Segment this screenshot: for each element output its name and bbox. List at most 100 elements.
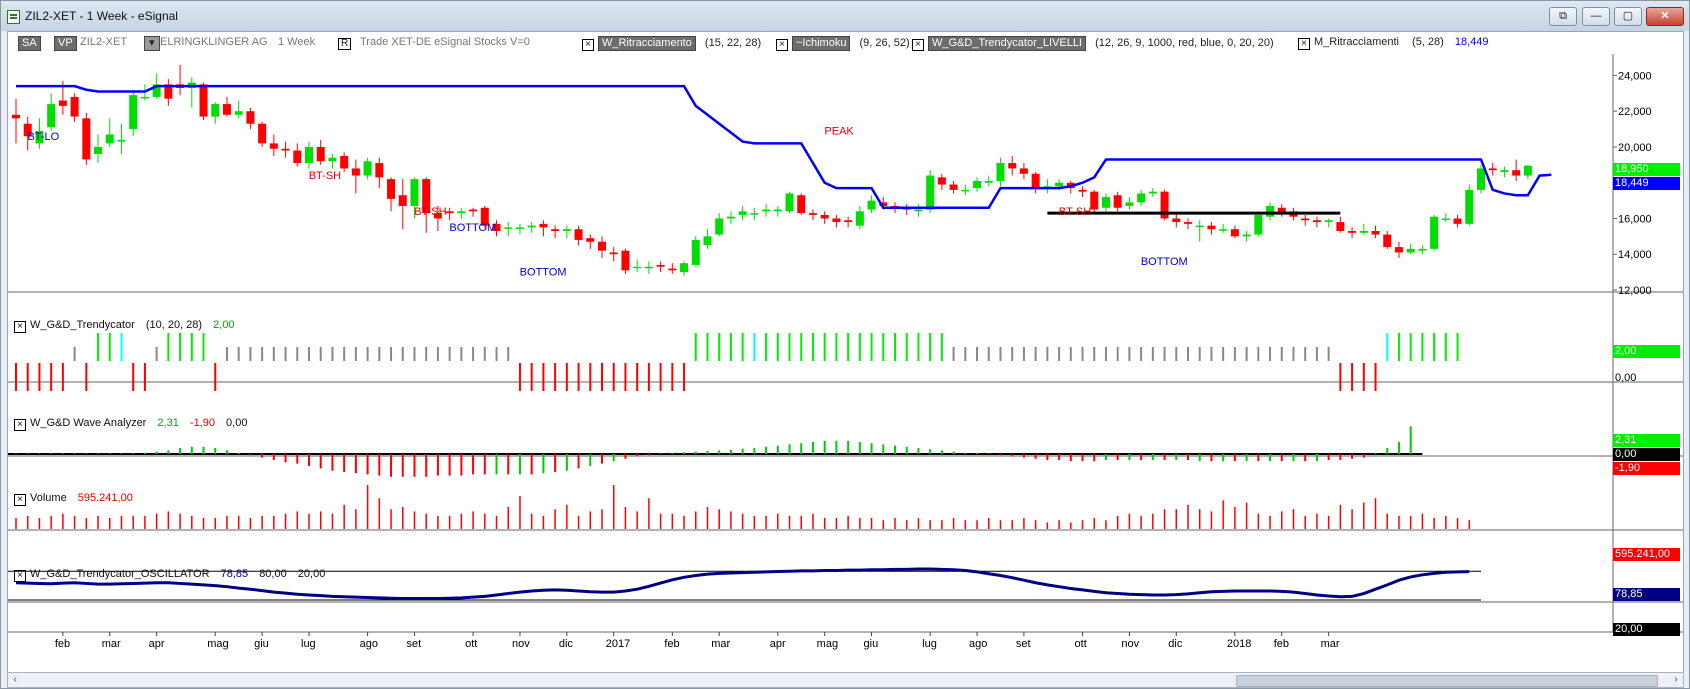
candle-body xyxy=(715,218,724,235)
wave-badge-top: 2,31 xyxy=(1613,434,1680,447)
study-close-icon[interactable]: × xyxy=(912,39,924,51)
candle-body xyxy=(656,264,665,267)
candle-body xyxy=(691,239,700,265)
chart-canvas[interactable]: 24,00022,00020,00018,00016,00014,00012,0… xyxy=(8,32,1683,672)
candle-body xyxy=(1230,229,1239,237)
candle-body xyxy=(1137,193,1146,203)
vp-button[interactable]: VP xyxy=(54,36,77,51)
study-params: (9, 26, 52) xyxy=(859,37,910,49)
candle-body xyxy=(1195,225,1204,228)
candle-body xyxy=(539,223,548,228)
study-name[interactable]: M_Ritracciamenti xyxy=(1314,36,1399,48)
candle-body xyxy=(1078,189,1087,192)
candle-body xyxy=(598,241,606,251)
candle-body xyxy=(1301,218,1310,221)
candle-body xyxy=(1383,234,1392,248)
candle-body xyxy=(445,211,454,214)
oscillator-name: W_G&D_Trendycator_OSCILLATOR xyxy=(30,568,210,580)
candle-body xyxy=(410,179,419,206)
panel-close-icon[interactable]: × xyxy=(14,494,26,506)
candle-body xyxy=(1488,168,1497,171)
candle-body xyxy=(1465,189,1474,224)
candle-body xyxy=(82,118,91,160)
candle-body xyxy=(1453,218,1462,224)
maximize-button[interactable]: ▢ xyxy=(1614,7,1642,26)
oscillator-badge: 78,85 xyxy=(1613,588,1680,601)
chart-area[interactable]: SA VP ZIL2-XET ▾ ELRINGKLINGER AG 1 Week… xyxy=(7,31,1684,673)
candle-body xyxy=(1406,248,1415,253)
pattern-annotation: BT-SH xyxy=(1059,206,1091,218)
oscillator-line xyxy=(8,567,1481,601)
company-name: ELRINGKLINGER AG xyxy=(160,36,268,48)
study-params: (15, 22, 28) xyxy=(704,37,762,49)
panel-close-icon[interactable]: × xyxy=(14,419,26,431)
trendycator-legend[interactable]: × W_G&D_Trendycator (10, 20, 28) 2,00 xyxy=(14,319,235,333)
volume-legend[interactable]: × Volume 595.241,00 xyxy=(14,492,133,506)
wave-value-2: -1,90 xyxy=(189,417,215,429)
study-close-icon[interactable]: × xyxy=(776,39,788,51)
candle-body xyxy=(1055,182,1064,187)
scroll-thumb[interactable] xyxy=(1236,675,1658,687)
pattern-annotation: BOTTOM xyxy=(1141,256,1188,268)
wave-name: W_G&D Wave Analyzer xyxy=(30,417,147,429)
time-tick-label: lug xyxy=(922,638,937,650)
title-bar[interactable]: ZIL2-XET - 1 Week - eSignal ⧉ — ▢ ✕ xyxy=(1,1,1689,31)
candle-body xyxy=(398,195,407,206)
wave-legend[interactable]: × W_G&D Wave Analyzer 2,31 -1,90 0,00 xyxy=(14,417,247,431)
candle-body xyxy=(832,218,841,223)
candle-body xyxy=(1113,195,1122,208)
candle-body xyxy=(668,268,677,271)
trendycator-bars xyxy=(15,333,1459,391)
candle-body xyxy=(996,163,1005,181)
candle-body xyxy=(551,229,560,231)
time-axis: feb mar apr mag giu lug ago set ott nov dic 2017 feb… xyxy=(55,632,1340,650)
candle-body xyxy=(1430,216,1439,249)
horizontal-scrollbar[interactable]: ‹ › xyxy=(7,672,1684,688)
candle-body xyxy=(926,175,935,210)
interval-label[interactable]: 1 Week xyxy=(278,36,316,48)
candle-body xyxy=(269,143,278,149)
study-name[interactable]: W_G&D_Trendycator_LIVELLI xyxy=(928,36,1086,51)
study-name[interactable]: W_Ritracciamento xyxy=(598,36,696,51)
data-source-info: Trade XET-DE eSignal Stocks V=0 xyxy=(360,36,530,48)
chart-annotations: BT-LOBT-SHBT-SHBOTTOMBOTTOMPEAKBT-SHBOTT… xyxy=(27,125,1187,278)
candle-body xyxy=(961,189,970,192)
panel-close-icon[interactable]: × xyxy=(14,570,26,582)
candle-body xyxy=(328,157,337,162)
scroll-right-icon[interactable]: › xyxy=(1674,674,1678,685)
scroll-left-icon[interactable]: ‹ xyxy=(13,674,17,685)
line-value-badge: 18,449 xyxy=(1613,177,1680,190)
study-params: (5, 28) xyxy=(1412,36,1444,48)
price-tick-label: 22,000 xyxy=(1618,106,1652,118)
panel-close-icon[interactable]: × xyxy=(14,321,26,333)
sa-button[interactable]: SA xyxy=(18,36,41,51)
wave-value-3: 0,00 xyxy=(226,417,248,429)
candle-body xyxy=(387,179,396,199)
restore-down-button[interactable]: ⧉ xyxy=(1549,7,1577,26)
candle-body xyxy=(1394,247,1403,253)
candle-body xyxy=(35,130,44,144)
candle-body xyxy=(867,200,876,210)
candle-body xyxy=(281,148,290,151)
candle-body xyxy=(140,96,149,99)
candle-body xyxy=(1008,163,1017,169)
price-tick-label: 12,000 xyxy=(1618,285,1652,297)
candle-body xyxy=(105,134,114,144)
company-dropdown-icon[interactable]: ▾ xyxy=(144,36,160,51)
minimize-button[interactable]: — xyxy=(1582,7,1610,26)
time-tick-label: 2018 xyxy=(1227,638,1251,650)
candle-body xyxy=(469,209,478,212)
candle-body xyxy=(305,146,313,164)
r-dropdown-button[interactable]: R xyxy=(338,38,352,50)
candle-body xyxy=(1441,218,1450,220)
candle-body xyxy=(949,184,958,190)
study-close-icon[interactable]: × xyxy=(582,39,594,51)
symbol-label[interactable]: ZIL2-XET xyxy=(80,36,128,48)
candle-body xyxy=(1477,168,1485,190)
close-button[interactable]: ✕ xyxy=(1646,7,1684,26)
oscillator-legend[interactable]: × W_G&D_Trendycator_OSCILLATOR 78,85 80,0… xyxy=(14,568,325,582)
study-name[interactable]: ~Ichimoku xyxy=(792,36,851,51)
window-title: ZIL2-XET - 1 Week - eSignal xyxy=(25,9,178,23)
study-close-icon[interactable]: × xyxy=(1298,38,1310,50)
